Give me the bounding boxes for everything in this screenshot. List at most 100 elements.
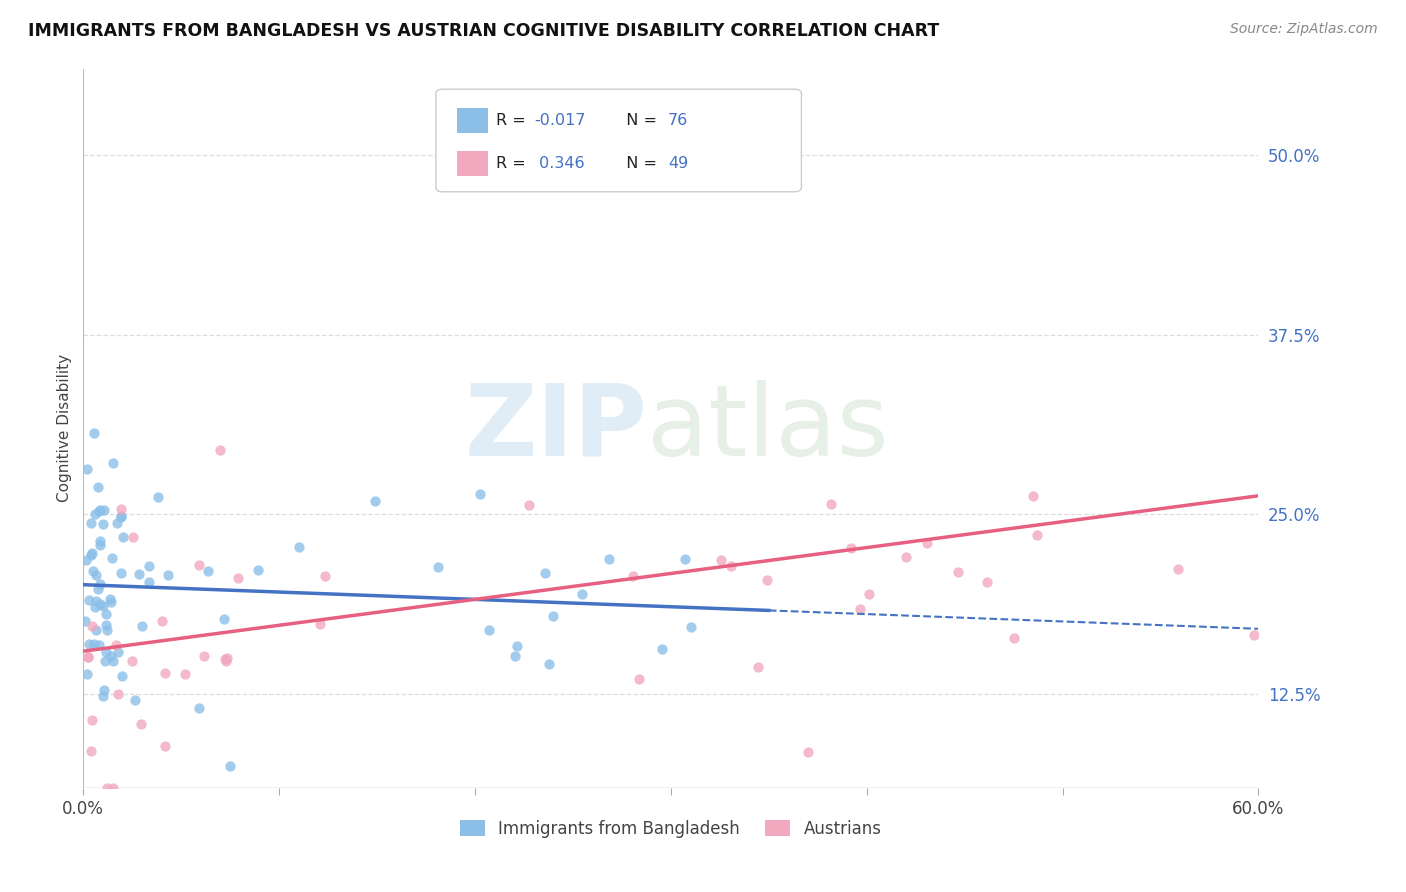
Point [215, 650, 238, 665]
Point [219, 759, 242, 773]
Point [627, 672, 650, 686]
Point [915, 536, 938, 550]
Point [948, 565, 970, 579]
Point [89, 503, 111, 517]
Text: ZIP: ZIP [464, 380, 647, 476]
Point [77, 649, 100, 664]
Point [797, 745, 820, 759]
Point [83, 508, 105, 522]
Legend: Immigrants from Bangladesh, Austrians: Immigrants from Bangladesh, Austrians [454, 813, 889, 844]
Point [138, 558, 160, 573]
Point [1243, 627, 1265, 641]
Text: 49: 49 [668, 156, 688, 170]
Point [86, 594, 108, 608]
Point [93, 682, 115, 697]
Y-axis label: Cognitive Disability: Cognitive Disability [58, 354, 72, 502]
Point [96, 780, 118, 795]
Point [129, 717, 152, 731]
Point [621, 569, 644, 583]
Point [122, 530, 145, 544]
Point [77, 593, 100, 607]
Point [756, 573, 779, 587]
Point [105, 516, 128, 530]
Point [89, 534, 111, 549]
Point [101, 456, 124, 470]
Point [89, 639, 111, 653]
Point [153, 666, 176, 681]
Point [598, 552, 620, 566]
Point [110, 501, 132, 516]
Point [94, 654, 117, 668]
Point [76, 667, 98, 681]
Point [226, 571, 249, 585]
Point [87, 504, 110, 518]
Point [571, 587, 593, 601]
Point [83, 599, 105, 614]
Text: N =: N = [616, 156, 662, 170]
Point [87, 480, 110, 494]
Point [209, 442, 232, 457]
Point [747, 660, 769, 674]
Point [89, 538, 111, 552]
Point [100, 595, 122, 609]
Point [104, 638, 127, 652]
Point [478, 624, 501, 638]
Point [537, 657, 560, 671]
Point [94, 645, 117, 659]
Point [214, 652, 236, 666]
Point [77, 649, 100, 664]
Point [188, 701, 211, 715]
Point [517, 498, 540, 512]
Point [93, 502, 115, 516]
Point [505, 649, 527, 664]
Point [128, 567, 150, 582]
Point [80, 744, 103, 758]
Point [103, 780, 125, 795]
Point [84, 568, 107, 582]
Point [91, 517, 114, 532]
Point [80, 619, 103, 633]
Point [364, 493, 387, 508]
Point [91, 599, 114, 613]
Point [720, 559, 742, 574]
Point [131, 619, 153, 633]
Point [84, 624, 107, 638]
Point [100, 591, 122, 606]
Point [75, 553, 97, 567]
Point [681, 619, 703, 633]
Point [75, 615, 97, 629]
Point [710, 553, 733, 567]
Point [468, 486, 491, 500]
Point [89, 576, 111, 591]
Point [820, 497, 842, 511]
Point [1002, 631, 1025, 645]
Point [173, 667, 195, 681]
Point [76, 462, 98, 476]
Point [150, 614, 173, 628]
Point [110, 566, 132, 580]
Point [287, 540, 309, 554]
Text: IMMIGRANTS FROM BANGLADESH VS AUSTRIAN COGNITIVE DISABILITY CORRELATION CHART: IMMIGRANTS FROM BANGLADESH VS AUSTRIAN C… [28, 22, 939, 40]
Point [543, 609, 565, 624]
Point [214, 612, 236, 626]
Point [111, 668, 134, 682]
Point [534, 566, 557, 580]
Point [153, 739, 176, 754]
Point [1021, 489, 1043, 503]
Point [107, 645, 129, 659]
Point [146, 490, 169, 504]
Point [110, 509, 132, 524]
Point [87, 582, 110, 597]
Point [77, 637, 100, 651]
Text: 76: 76 [668, 113, 688, 128]
Text: 0.346: 0.346 [534, 156, 585, 170]
Point [94, 617, 117, 632]
Point [138, 575, 160, 590]
Point [91, 690, 114, 704]
Point [187, 558, 209, 573]
Point [157, 567, 180, 582]
Point [101, 551, 124, 566]
Point [1026, 527, 1049, 541]
Point [673, 552, 696, 566]
Point [849, 601, 872, 615]
